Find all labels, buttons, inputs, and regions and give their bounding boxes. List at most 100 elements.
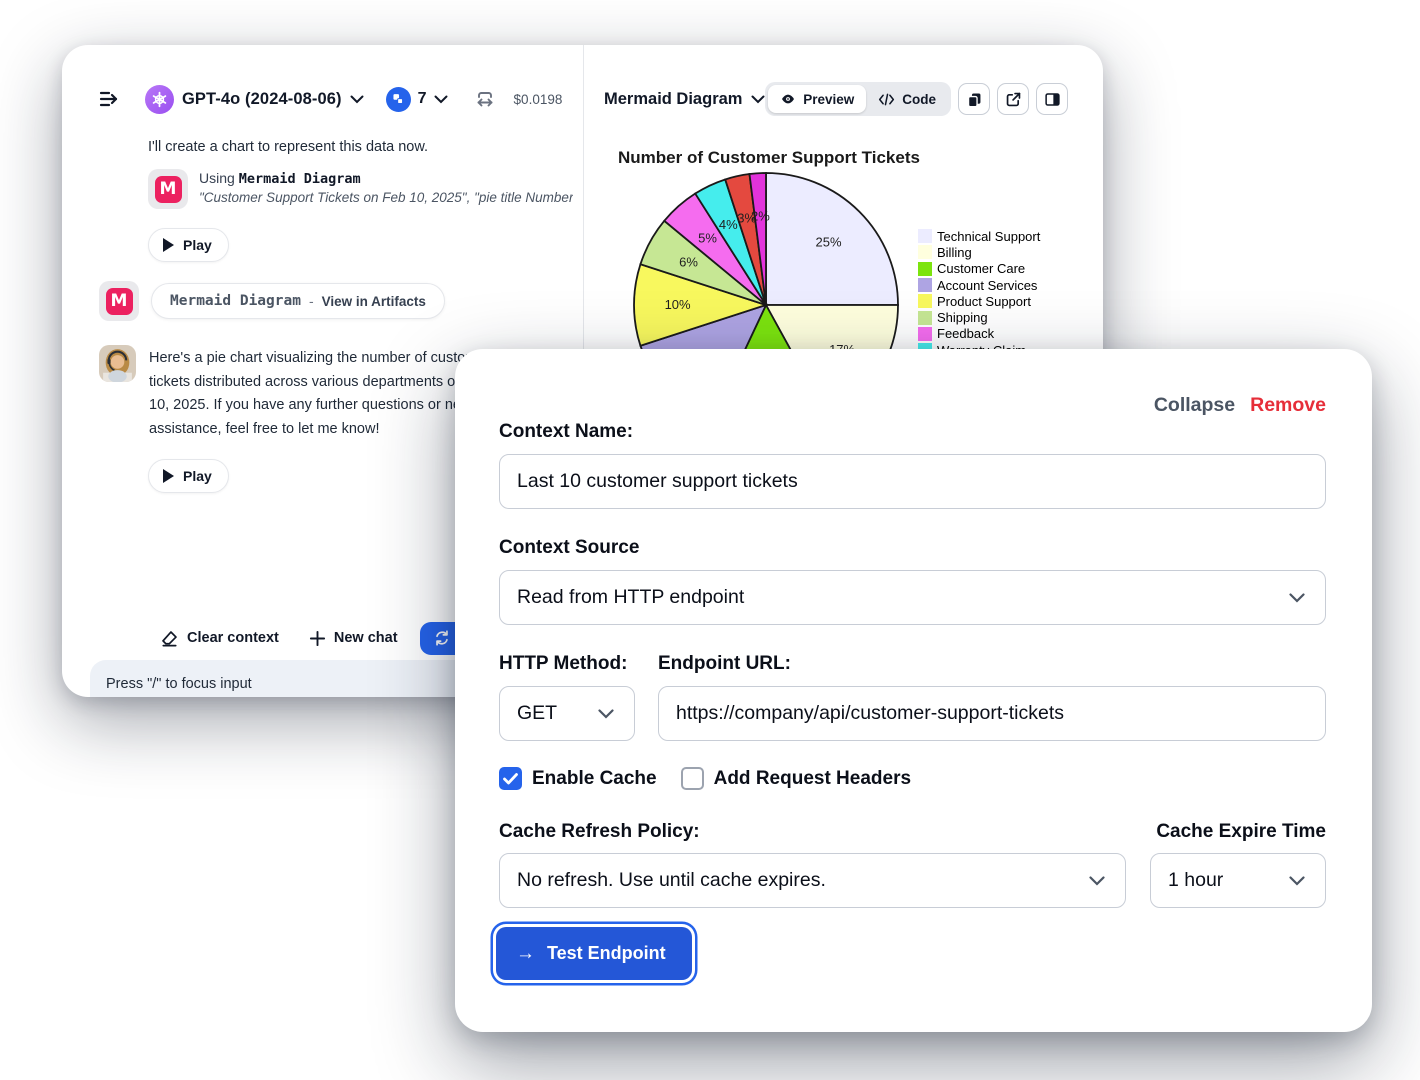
legend-row: Shipping — [918, 309, 1040, 325]
context-name-field-frame — [499, 454, 1326, 509]
context-name-input[interactable] — [500, 455, 1325, 508]
pie-slice-percent-label: 2% — [751, 209, 770, 224]
chat-input[interactable] — [106, 676, 566, 692]
legend-swatch — [918, 278, 932, 293]
cache-refresh-policy-value: No refresh. Use until cache expires. — [517, 869, 826, 891]
legend-swatch — [918, 310, 932, 325]
preview-toolbar: Preview Code — [765, 75, 1068, 123]
openai-logo-icon — [145, 84, 174, 114]
eraser-icon — [162, 630, 177, 646]
assistant-message-lines: Here's a pie chart visualizing the numbe… — [149, 345, 543, 442]
http-method-label: HTTP Method: — [499, 653, 628, 674]
tool-use-text: Using Mermaid Diagram "Customer Support … — [199, 169, 573, 209]
new-chat-button[interactable]: New chat — [309, 630, 398, 647]
legend-swatch — [918, 245, 932, 260]
enable-cache-checkbox[interactable] — [499, 767, 522, 790]
play-button[interactable]: Play — [148, 228, 229, 262]
view-in-artifacts-button[interactable]: Mermaid Diagram - View in Artifacts — [151, 283, 445, 319]
legend-swatch — [918, 294, 932, 309]
play-button-label: Play — [183, 237, 212, 253]
mermaid-artifact-icon-frame: M — [99, 281, 139, 321]
check-icon — [503, 772, 518, 784]
assistant-message-line: assistance, feel free to let me know! — [149, 421, 380, 438]
assistant-avatar — [99, 345, 136, 382]
cache-refresh-policy-label: Cache Refresh Policy: — [499, 821, 700, 842]
assistant-message-text: I'll create a chart to represent this da… — [148, 139, 429, 155]
artifact-separator: - — [308, 293, 314, 309]
code-tab[interactable]: Code — [866, 85, 948, 113]
collapse-button[interactable]: Collapse — [1153, 394, 1236, 416]
new-chat-label: New chat — [333, 630, 398, 646]
endpoint-url-label: Endpoint URL: — [658, 653, 791, 674]
legend-label: Shipping — [937, 310, 988, 326]
model-selector[interactable]: GPT-4o (2024-08-06) — [145, 84, 364, 114]
cost-indicator: $0.0198 — [513, 91, 563, 107]
context-source-value: Read from HTTP endpoint — [517, 586, 745, 608]
chevron-down-icon — [1289, 592, 1305, 603]
context-source-select[interactable]: Read from HTTP endpoint — [499, 570, 1326, 625]
endpoint-url-input[interactable] — [659, 687, 1325, 740]
tool-use-card[interactable]: M Using Mermaid Diagram "Customer Suppor… — [148, 169, 578, 209]
assistant-message: Here's a pie chart visualizing the numbe… — [99, 345, 543, 442]
preview-tab[interactable]: Preview — [768, 85, 867, 113]
chevron-down-icon — [1089, 875, 1105, 886]
legend-row: Account Services — [918, 277, 1040, 293]
legend-label: Feedback — [937, 326, 995, 342]
clear-context-button[interactable]: Clear context — [160, 629, 279, 648]
copy-button[interactable] — [958, 83, 990, 115]
cache-refresh-policy-select[interactable]: No refresh. Use until cache expires. — [499, 853, 1126, 908]
side-panel-button[interactable] — [1036, 83, 1068, 115]
remove-button[interactable]: Remove — [1250, 394, 1326, 416]
chevron-down-icon — [434, 95, 448, 103]
sidebar-toggle-icon[interactable] — [97, 87, 121, 111]
view-mode-toggle: Preview Code — [765, 82, 951, 116]
assistant-message-line: Here's a pie chart visualizing the numbe… — [149, 350, 543, 366]
cache-expire-time-select[interactable]: 1 hour — [1150, 853, 1326, 908]
code-icon — [879, 93, 895, 105]
context-config-card: Collapse Remove Context Name: Context So… — [455, 349, 1372, 1032]
legend-row: Feedback — [918, 326, 1040, 342]
play-button[interactable]: Play — [148, 459, 229, 493]
chevron-down-icon — [350, 95, 364, 103]
preview-title-dropdown[interactable]: Mermaid Diagram — [604, 90, 765, 109]
context-source-label: Context Source — [499, 537, 640, 558]
pie-slice-percent-label: 3% — [737, 211, 756, 226]
legend-label: Customer Care — [937, 261, 1026, 277]
arrow-right-icon: → — [516, 942, 535, 964]
code-tab-label: Code — [902, 91, 936, 107]
resize-width-icon[interactable] — [474, 88, 496, 110]
legend-row: Customer Care — [918, 261, 1040, 277]
http-method-value: GET — [517, 702, 558, 724]
card-actions: Collapse Remove — [1154, 394, 1326, 417]
open-external-button[interactable] — [997, 83, 1029, 115]
chevron-down-icon — [598, 708, 614, 719]
external-link-icon — [1006, 92, 1020, 106]
legend-swatch — [918, 229, 932, 244]
chart-title: Number of Customer Support Tickets — [618, 148, 920, 167]
preview-title: Mermaid Diagram — [604, 89, 743, 108]
plus-icon — [309, 630, 325, 646]
legend-label: Account Services — [937, 277, 1038, 293]
mermaid-icon: M — [105, 287, 133, 315]
pie-slice-percent-label: 4% — [719, 217, 738, 232]
pie-slice — [748, 172, 767, 306]
pie-slice-percent-label: 5% — [698, 231, 717, 246]
legend-swatch — [918, 326, 932, 341]
pie-slice — [765, 172, 899, 306]
enable-cache-label: Enable Cache — [532, 767, 657, 789]
pie-slice-percent-label: 25% — [815, 235, 841, 250]
add-request-headers-label: Add Request Headers — [713, 767, 912, 789]
legend-swatch — [918, 261, 932, 276]
runs-count: 7 — [417, 90, 427, 107]
test-endpoint-button[interactable]: → Test Endpoint — [496, 927, 692, 980]
model-name: GPT-4o (2024-08-06) — [182, 89, 342, 108]
play-icon — [163, 238, 174, 252]
http-method-select[interactable]: GET — [499, 686, 635, 741]
chart-legend: Technical Support Billing Customer Care Acc… — [918, 228, 1040, 358]
mermaid-icon: M — [154, 175, 182, 203]
preview-header: Mermaid Diagram Preview Code — [584, 75, 1103, 123]
add-request-headers-checkbox[interactable] — [680, 767, 704, 790]
assistant-message-line: 10, 2025. If you have any further questi… — [149, 397, 478, 414]
runs-selector[interactable]: 7 — [385, 86, 448, 112]
